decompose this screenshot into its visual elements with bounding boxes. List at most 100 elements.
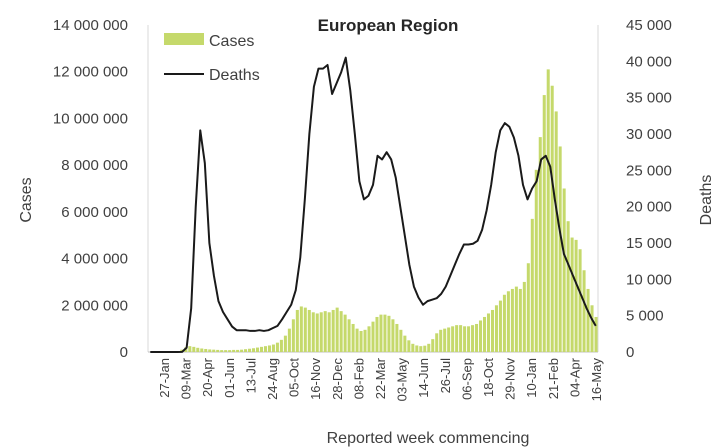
cases-bar xyxy=(379,314,383,352)
cases-bar xyxy=(228,350,232,352)
cases-bar xyxy=(594,316,598,352)
cases-bar xyxy=(307,309,311,352)
y-right-tick-label: 35 000 xyxy=(626,90,672,107)
x-tick-label: 05-Oct xyxy=(287,358,302,397)
cases-bar xyxy=(387,315,391,352)
y-right-tick-label: 40 000 xyxy=(626,53,672,70)
x-tick-label: 27-Jan xyxy=(157,358,172,398)
cases-bar xyxy=(490,309,494,352)
cases-bar xyxy=(208,349,212,352)
cases-bar xyxy=(486,313,490,352)
cases-bar xyxy=(200,348,204,352)
cases-bar xyxy=(574,239,578,352)
cases-bar xyxy=(259,346,264,352)
cases-bar xyxy=(363,329,367,352)
x-tick-label: 08-Feb xyxy=(351,358,366,399)
cases-bar xyxy=(351,323,355,352)
cases-bar xyxy=(319,312,323,352)
x-tick-label: 03-May xyxy=(395,358,410,402)
cases-bar xyxy=(479,320,483,352)
y-right-tick-label: 10 000 xyxy=(626,271,672,288)
cases-bar xyxy=(419,346,423,352)
y-right-tick-label: 45 000 xyxy=(626,17,672,34)
cases-bar xyxy=(256,347,260,352)
y-left-tick-label: 8 000 000 xyxy=(61,157,128,174)
cases-bar xyxy=(558,146,562,352)
cases-bar xyxy=(431,339,435,352)
cases-bar xyxy=(435,333,439,352)
cases-bar xyxy=(252,348,256,352)
y-left-tick-label: 0 xyxy=(120,344,128,361)
cases-bar xyxy=(212,349,216,352)
cases-bar xyxy=(534,169,538,352)
cases-bar xyxy=(236,349,240,352)
cases-bar xyxy=(335,307,339,352)
cases-bar xyxy=(343,314,347,352)
cases-bar xyxy=(204,348,208,352)
cases-bar xyxy=(339,311,343,353)
y-right-tick-label: 15 000 xyxy=(626,235,672,252)
cases-bar xyxy=(451,326,455,352)
y-left-tick-label: 4 000 000 xyxy=(61,251,128,268)
cases-bar xyxy=(240,349,244,352)
y-axis-left-ticks: 0 2 000 000 4 000 000 6 000 000 8 000 000 10 … xyxy=(53,17,128,361)
x-tick-label: 24-Aug xyxy=(265,358,280,400)
x-tick-label: 04-Apr xyxy=(567,357,582,397)
cases-bar xyxy=(275,342,279,352)
cases-bar xyxy=(415,345,419,352)
y-left-tick-label: 6 000 000 xyxy=(61,204,128,221)
cases-bar xyxy=(279,339,283,352)
x-axis-ticks: 27-Jan 09-Mar 20-Apr 01-Jun 13-Jul 24-Aug 05-O… xyxy=(157,357,604,401)
y-axis-left-label: Cases xyxy=(18,177,35,222)
cases-bar xyxy=(447,327,451,352)
x-tick-label: 21-Feb xyxy=(546,358,561,399)
cases-bar xyxy=(538,137,542,352)
cases-bar xyxy=(566,221,570,352)
cases-bar xyxy=(439,329,443,352)
cases-bar xyxy=(244,349,248,352)
cases-bar xyxy=(522,281,526,352)
legend-cases-swatch xyxy=(164,33,204,45)
cases-bar xyxy=(399,329,403,352)
cases-bar xyxy=(327,312,331,352)
cases-bar xyxy=(347,319,351,352)
cases-bar xyxy=(267,345,271,352)
legend: Cases Deaths xyxy=(164,33,260,84)
y-left-tick-label: 12 000 000 xyxy=(53,64,128,81)
cases-bar xyxy=(554,111,558,352)
cases-bar xyxy=(546,69,550,352)
cases-bar xyxy=(459,325,463,352)
x-tick-label: 01-Jun xyxy=(222,358,237,398)
cases-bar xyxy=(371,321,375,352)
cases-bar xyxy=(196,347,200,352)
cases-bar xyxy=(291,319,295,352)
cases-bar xyxy=(471,325,475,352)
cases-bar xyxy=(375,316,379,352)
x-tick-label: 16-Nov xyxy=(308,358,323,400)
cases-bar xyxy=(526,263,530,352)
cases-bar xyxy=(271,344,275,352)
legend-cases-label: Cases xyxy=(209,33,254,50)
cases-bar xyxy=(355,328,359,352)
x-tick-label: 14-Jun xyxy=(416,358,431,398)
cases-bar xyxy=(283,335,287,352)
cases-bar xyxy=(590,305,594,352)
cases-bar xyxy=(582,270,586,352)
x-tick-label: 13-Jul xyxy=(243,358,258,394)
cases-bar xyxy=(311,312,315,352)
cases-bar xyxy=(411,343,415,352)
cases-bar xyxy=(303,307,307,352)
y-left-tick-label: 10 000 000 xyxy=(53,110,128,127)
cases-bar xyxy=(331,309,335,352)
cases-bars xyxy=(176,69,598,353)
cases-bar xyxy=(578,249,582,352)
cases-bar xyxy=(562,188,566,352)
x-tick-label: 28-Dec xyxy=(330,358,345,400)
y-axis-right-ticks: 0 5 000 10 000 15 000 20 000 25 000 30 000 35 0… xyxy=(626,17,672,361)
cases-bar xyxy=(407,340,411,352)
cases-bar xyxy=(463,326,467,352)
cases-bar xyxy=(506,291,510,352)
x-tick-label: 06-Sep xyxy=(459,358,474,400)
cases-bar xyxy=(530,218,534,352)
